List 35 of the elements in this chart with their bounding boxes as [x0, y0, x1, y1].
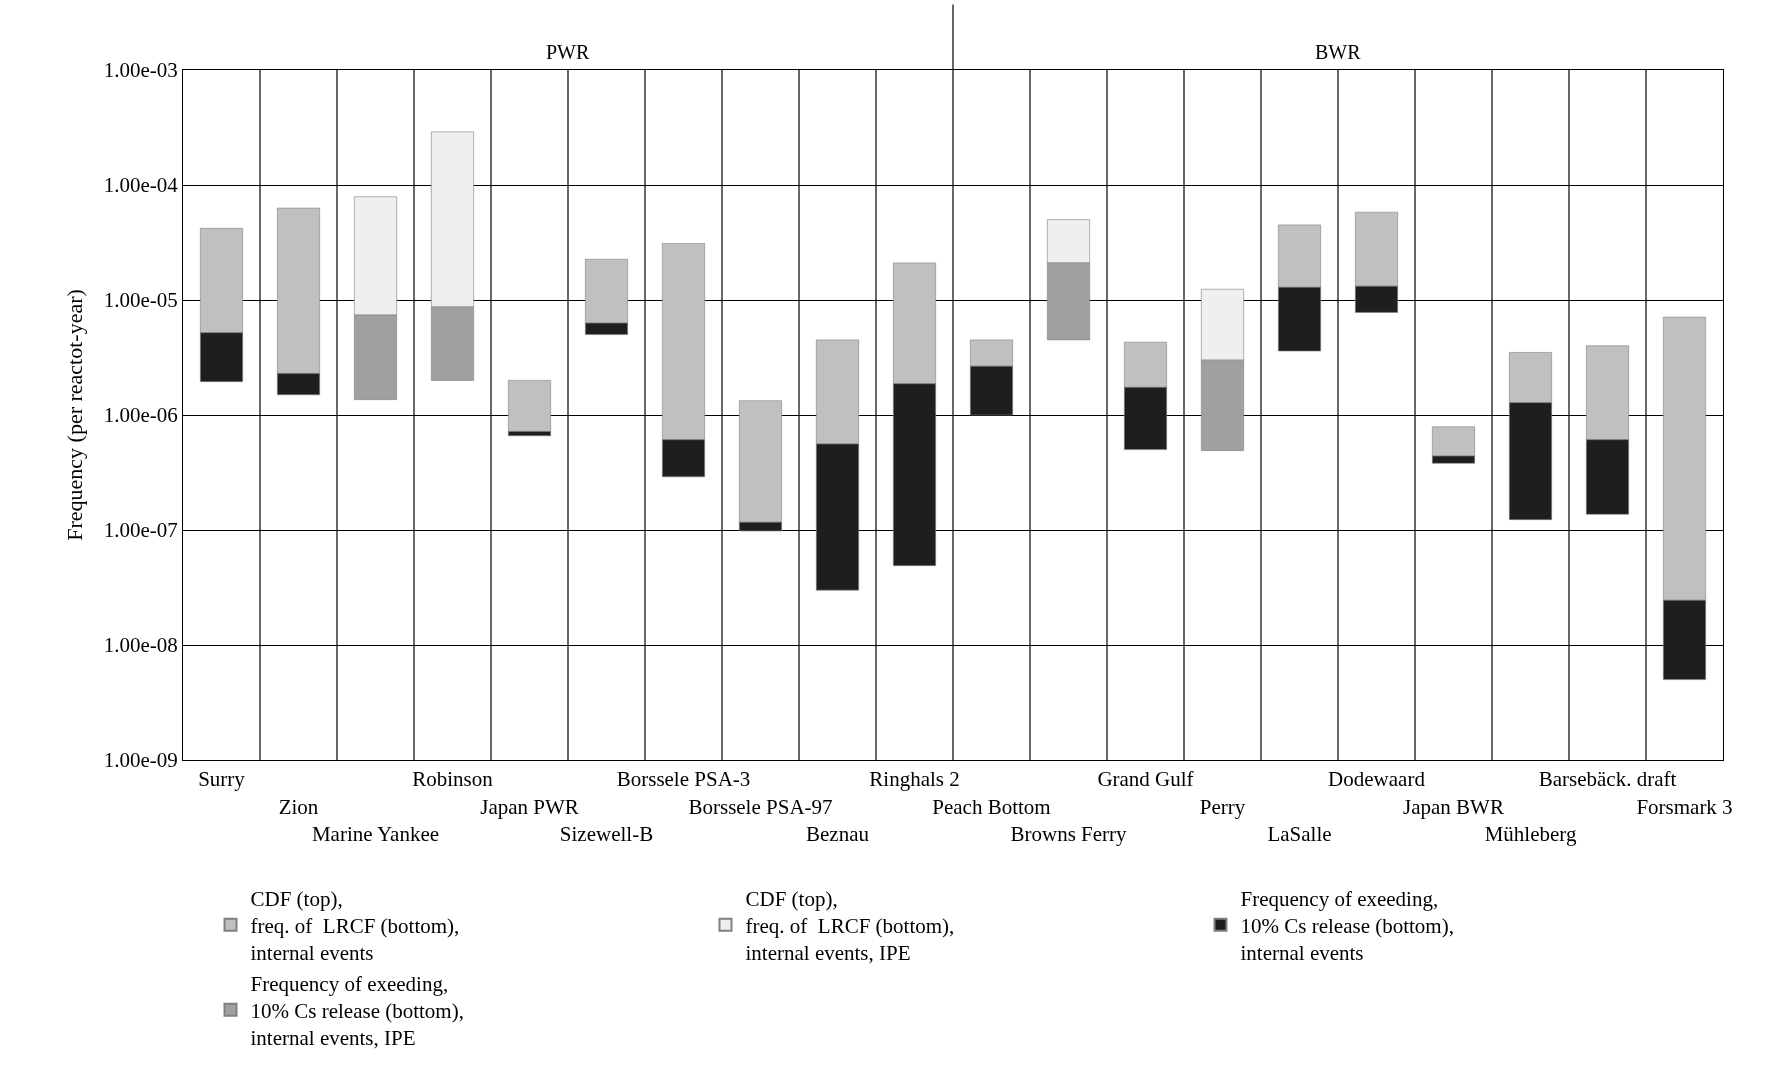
- x-tick-label: Borssele PSA-97: [688, 794, 833, 819]
- y-tick-label: 1.00e-03: [103, 58, 178, 83]
- bar: [508, 380, 551, 432]
- x-tick-label: Dodewaard: [1328, 767, 1426, 792]
- y-tick-label: 1.00e-04: [103, 173, 179, 198]
- x-tick-label: Surry: [198, 767, 246, 792]
- legend-label: Frequency of exeeding, 10% Cs release (bottom), internal events, IPE: [250, 971, 464, 1051]
- y-tick-label: 1.00e-05: [103, 288, 178, 313]
- x-tick-label: Mühleberg: [1484, 821, 1577, 846]
- x-tick-label: Japan BWR: [1403, 794, 1504, 819]
- x-tick-label: Browns Ferry: [1010, 821, 1128, 846]
- legend-label: CDF (top), freq. of LRCF (bottom), internal events, IPE: [745, 886, 955, 966]
- y-tick-label: 1.00e-07: [103, 518, 178, 543]
- legend-label: Frequency of exeeding, 10% Cs release (bottom), internal events: [1240, 886, 1454, 966]
- x-tick-label: Marine Yankee: [311, 821, 440, 846]
- x-tick-label: Grand Gulf: [1097, 767, 1194, 792]
- x-tick-label: Japan PWR: [480, 794, 579, 819]
- legend-label: CDF (top), freq. of LRCF (bottom), internal events: [250, 886, 460, 966]
- text: PWR: [546, 41, 590, 63]
- x-tick-label: Beznau: [806, 821, 870, 846]
- text: BWR: [1315, 41, 1362, 63]
- x-tick-label: Ringhals 2: [869, 767, 960, 792]
- x-tick-label: LaSalle: [1267, 821, 1332, 846]
- y-tick-label: 1.00e-08: [103, 633, 178, 658]
- x-tick-label: Barsebäck. draft: [1538, 767, 1677, 792]
- y-axis-title: Frequency (per reactot-year): [61, 289, 87, 541]
- x-tick-label: Perry: [1199, 794, 1246, 819]
- y-tick-label: 1.00e-06: [103, 403, 178, 428]
- x-tick-label: Robinson: [412, 767, 494, 792]
- x-tick-label: Borssele PSA-3: [616, 767, 751, 792]
- x-tick-label: Sizewell-B: [559, 821, 654, 846]
- y-tick-label: 1.00e-09: [103, 748, 178, 773]
- x-tick-label: Peach Bottom: [932, 794, 1051, 819]
- x-tick-label: Zion: [278, 794, 319, 819]
- x-tick-label: Forsmark 3: [1636, 794, 1733, 819]
